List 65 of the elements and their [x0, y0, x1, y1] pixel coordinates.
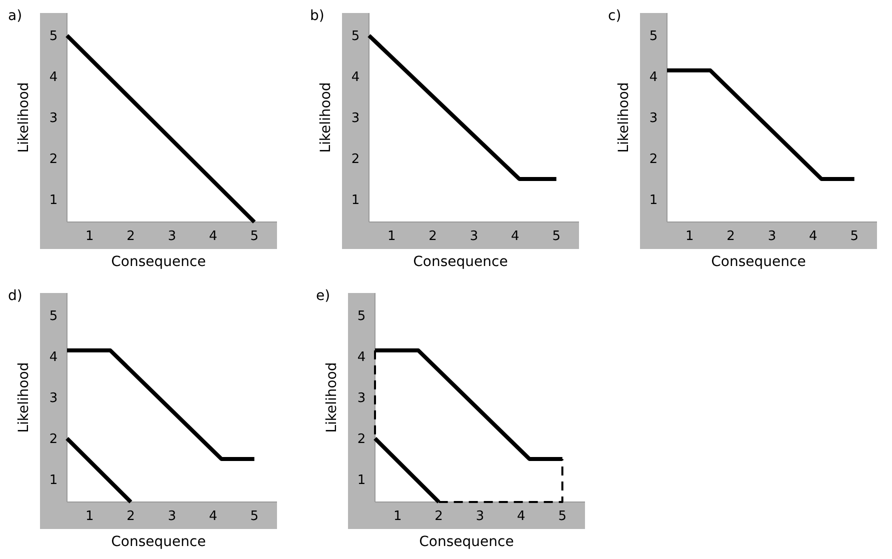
y-tick-label: 2	[49, 432, 58, 448]
y-tick-label: 2	[351, 152, 360, 168]
y-axis-title: Likelihood	[324, 362, 340, 433]
x-tick-label: 5	[250, 229, 258, 244]
y-tick-label: 1	[351, 193, 360, 208]
x-axis-title: Consequence	[419, 534, 514, 550]
y-tick-label: 4	[351, 70, 360, 86]
x-tick-label: 2	[126, 509, 135, 524]
chart-title: a)	[8, 8, 22, 24]
x-tick-label: 2	[126, 229, 135, 244]
chart-title: e)	[316, 288, 330, 304]
y-tick-label: 1	[49, 193, 58, 208]
x-tick-label: 4	[511, 229, 520, 244]
x-axis-title: Consequence	[413, 254, 508, 270]
x-tick-label: 5	[558, 509, 566, 524]
y-tick-label: 4	[49, 350, 58, 366]
y-axis-title: Likelihood	[16, 362, 32, 433]
y-tick-label: 3	[49, 111, 58, 126]
x-axis-title: Consequence	[711, 254, 806, 270]
y-tick-label: 4	[49, 70, 58, 86]
x-tick-label: 1	[86, 509, 94, 524]
chart-title: d)	[8, 288, 22, 304]
y-tick-label: 3	[649, 111, 658, 126]
x-tick-label: 2	[726, 229, 735, 244]
x-tick-label: 3	[476, 509, 484, 524]
x-tick-label: 5	[552, 229, 560, 244]
chart-title: c)	[608, 8, 622, 24]
x-tick-label: 5	[250, 509, 258, 524]
x-tick-label: 4	[517, 509, 526, 524]
y-tick-label: 1	[649, 193, 658, 208]
y-tick-label: 4	[357, 350, 366, 366]
y-axis-title: Likelihood	[318, 82, 334, 153]
y-tick-label: 4	[649, 70, 658, 86]
y-tick-label: 3	[357, 391, 366, 406]
y-tick-label: 3	[49, 391, 58, 406]
y-tick-label: 1	[49, 473, 58, 488]
y-axis-title: Likelihood	[16, 82, 32, 153]
x-tick-label: 4	[209, 509, 218, 524]
x-tick-label: 5	[850, 229, 858, 244]
x-tick-label: 2	[434, 509, 443, 524]
y-axis-title: Likelihood	[616, 82, 632, 153]
y-tick-label: 3	[351, 111, 360, 126]
x-tick-label: 3	[168, 509, 176, 524]
x-tick-label: 1	[86, 229, 94, 244]
y-tick-label: 5	[49, 309, 58, 324]
x-tick-label: 2	[428, 229, 437, 244]
x-tick-label: 3	[168, 229, 176, 244]
y-tick-label: 5	[351, 29, 360, 44]
x-tick-label: 4	[209, 229, 218, 244]
y-tick-label: 1	[357, 473, 366, 488]
x-axis-title: Consequence	[111, 254, 206, 270]
y-tick-label: 2	[649, 152, 658, 168]
y-tick-label: 5	[49, 29, 58, 44]
x-tick-label: 3	[768, 229, 776, 244]
y-tick-label: 5	[357, 309, 366, 324]
x-axis-title: Consequence	[111, 534, 206, 550]
chart-title: b)	[310, 8, 324, 24]
x-tick-label: 1	[686, 229, 694, 244]
y-tick-label: 2	[49, 152, 58, 168]
x-tick-label: 1	[394, 509, 402, 524]
x-tick-label: 4	[809, 229, 818, 244]
y-tick-label: 2	[357, 432, 366, 448]
y-tick-label: 5	[649, 29, 658, 44]
x-tick-label: 1	[388, 229, 396, 244]
x-tick-label: 3	[470, 229, 478, 244]
